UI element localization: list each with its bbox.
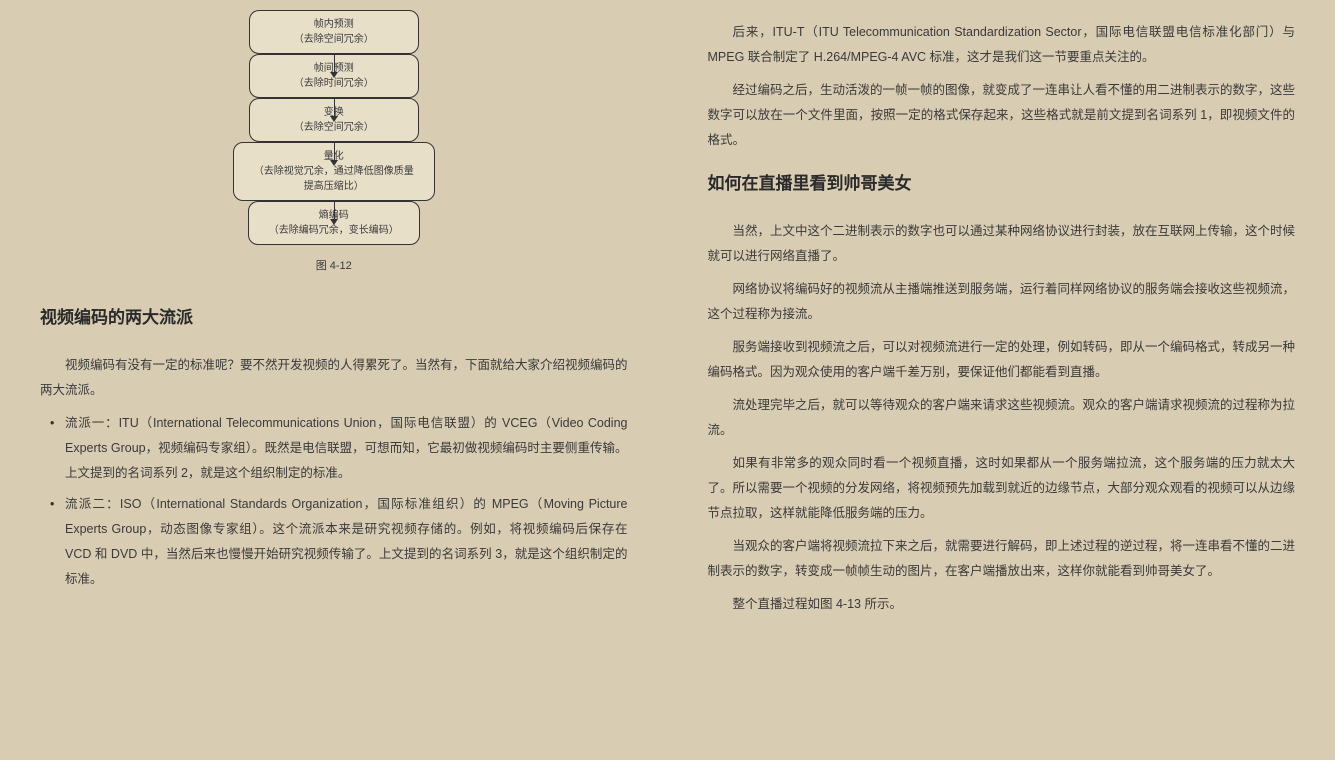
section-heading-left: 视频编码的两大流派 <box>40 301 628 335</box>
left-page: 帧内预测 （去除空间冗余） 帧间预测 （去除时间冗余） 变换 （去除空间冗余） … <box>0 0 668 760</box>
flow-node-4-sub2: 提高压缩比） <box>254 179 414 194</box>
schools-list: 流派一：ITU（International Telecommunications… <box>40 411 628 592</box>
right-p3: 当然，上文中这个二进制表示的数字也可以通过某种网络协议进行封装，放在互联网上传输… <box>708 219 1296 269</box>
figure-caption: 图 4-12 <box>40 255 628 277</box>
flow-node-1: 帧内预测 （去除空间冗余） <box>249 10 419 54</box>
right-p1: 后来，ITU-T（ITU Telecommunication Standardi… <box>708 20 1296 70</box>
flow-node-2-sub: （去除时间冗余） <box>270 76 398 91</box>
flow-node-4-sub: （去除视觉冗余，通过降低图像质量 <box>254 164 414 179</box>
flowchart: 帧内预测 （去除空间冗余） 帧间预测 （去除时间冗余） 变换 （去除空间冗余） … <box>40 10 628 245</box>
right-p6: 流处理完毕之后，就可以等待观众的客户端来请求这些视频流。观众的客户端请求视频流的… <box>708 393 1296 443</box>
list-item: 流派二：ISO（International Standards Organiza… <box>65 492 628 592</box>
right-p9: 整个直播过程如图 4-13 所示。 <box>708 592 1296 617</box>
right-p8: 当观众的客户端将视频流拉下来之后，就需要进行解码，即上述过程的逆过程，将一连串看… <box>708 534 1296 584</box>
left-intro-paragraph: 视频编码有没有一定的标准呢？要不然开发视频的人得累死了。当然有，下面就给大家介绍… <box>40 353 628 403</box>
right-p2: 经过编码之后，生动活泼的一帧一帧的图像，就变成了一连串让人看不懂的用二进制表示的… <box>708 78 1296 153</box>
right-page: 后来，ITU-T（ITU Telecommunication Standardi… <box>668 0 1335 760</box>
right-p5: 服务端接收到视频流之后，可以对视频流进行一定的处理，例如转码，即从一个编码格式，… <box>708 335 1296 385</box>
right-p7: 如果有非常多的观众同时看一个视频直播，这时如果都从一个服务端拉流，这个服务端的压… <box>708 451 1296 526</box>
section-heading-right: 如何在直播里看到帅哥美女 <box>708 167 1296 201</box>
flow-node-3-sub: （去除空间冗余） <box>270 120 398 135</box>
list-item: 流派一：ITU（International Telecommunications… <box>65 411 628 486</box>
flow-node-5-sub: （去除编码冗余，变长编码） <box>269 223 399 238</box>
right-p4: 网络协议将编码好的视频流从主播端推送到服务端，运行着同样网络协议的服务端会接收这… <box>708 277 1296 327</box>
flow-node-1-title: 帧内预测 <box>270 17 398 32</box>
flow-node-1-sub: （去除空间冗余） <box>270 32 398 47</box>
